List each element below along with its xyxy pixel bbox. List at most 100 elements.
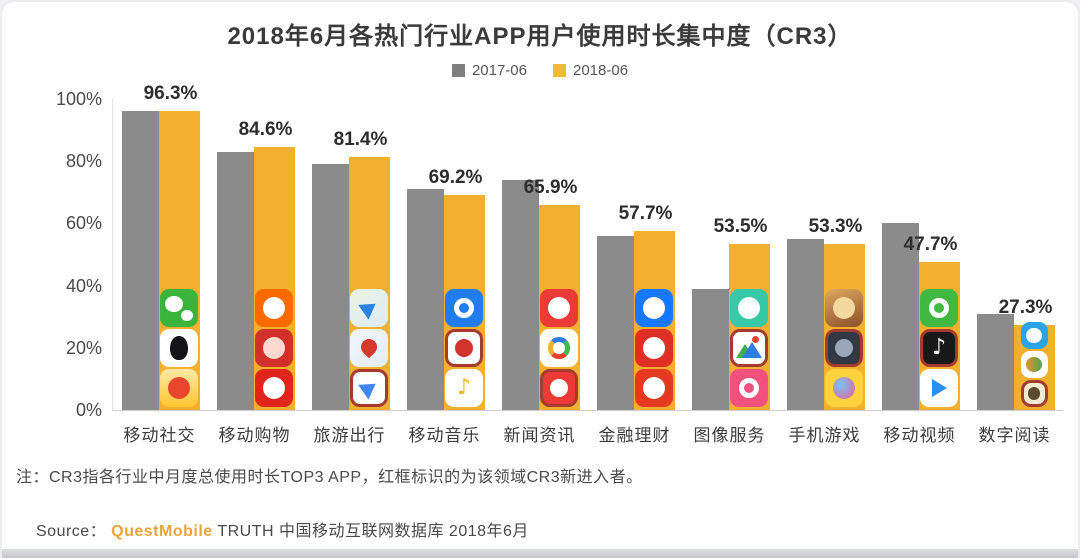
y-tick-label: 20%: [65, 337, 102, 358]
bar-group: 81.4%: [303, 99, 398, 410]
value-label: 81.4%: [333, 128, 388, 150]
pinduoduo-icon: [255, 329, 293, 367]
bar-pair: [216, 146, 295, 410]
value-label: 84.6%: [238, 118, 293, 140]
bar-2017: [406, 189, 444, 410]
value-label: 69.2%: [428, 166, 483, 188]
toutiao-icon: [540, 289, 578, 327]
taobao-icon: [255, 289, 293, 327]
bar-2017: [691, 288, 729, 410]
tencent-news-icon: [540, 329, 578, 367]
bar-2017: [881, 223, 919, 410]
bar-2017: [501, 179, 539, 410]
legend-swatch-2018-icon: [553, 64, 566, 77]
weibo-icon: [160, 369, 198, 407]
pubg-mobile-icon: [825, 329, 863, 367]
value-label: 96.3%: [143, 82, 198, 104]
source-suffix: TRUTH 中国移动互联网数据库 2018年6月: [217, 523, 529, 540]
x-axis-label: 旅游出行: [313, 426, 386, 445]
value-label: 47.7%: [903, 233, 958, 255]
alipay-icon: [635, 289, 673, 327]
bar-group: ♪ 47.7%: [873, 99, 968, 410]
photo-gallery-icon: [730, 329, 768, 367]
novel-app-icon: [1020, 380, 1048, 407]
bar-2017: [596, 235, 634, 410]
match3-game-icon: [825, 369, 863, 407]
bar-2018: [728, 243, 770, 410]
y-axis: 100% 80% 60% 40% 20% 0%: [30, 89, 102, 420]
x-axis-label: 移动音乐: [408, 426, 481, 445]
qq-icon: [160, 329, 198, 367]
bar-group: 27.3%: [968, 99, 1063, 410]
y-tick-label: 100%: [55, 89, 102, 109]
y-tick-label: 40%: [65, 275, 102, 296]
legend-item-2017: 2017-06: [451, 62, 527, 79]
legend-item-2018: 2018-06: [553, 62, 628, 79]
bar-2018: ♪: [443, 194, 485, 410]
kings-glory-icon: [825, 289, 863, 327]
value-label: 27.3%: [998, 297, 1053, 319]
bottom-strip: [2, 549, 1078, 558]
douyin-icon: ♪: [920, 329, 958, 367]
finance-app-3-icon: [635, 369, 673, 407]
legend-label-2017: 2017-06: [471, 62, 527, 79]
jd-icon: [255, 369, 293, 407]
value-label: 53.5%: [713, 215, 768, 237]
ireader-icon: [1020, 351, 1048, 378]
bar-pair: [501, 179, 580, 410]
qq-music-icon: ♪: [445, 369, 483, 407]
bar-2018: [633, 230, 675, 410]
bar-pair: ♪: [406, 189, 485, 410]
iqiyi-icon: [920, 289, 958, 327]
x-axis-label: 数字阅读: [978, 426, 1051, 445]
x-axis-label: 手机游戏: [788, 426, 861, 445]
meitu-icon: [730, 369, 768, 407]
legend: 2017-06 2018-06: [2, 62, 1078, 79]
y-tick-label: 0%: [75, 400, 102, 420]
bar-group: 53.3%: [778, 99, 873, 410]
bar-group: ♪ 69.2%: [398, 99, 493, 410]
bar-group: 84.6%: [208, 99, 303, 410]
source-brand: QuestMobile: [111, 523, 213, 540]
bar-group: 57.7%: [588, 99, 683, 410]
bar-2017: [976, 313, 1014, 410]
legend-swatch-2017-icon: [451, 64, 465, 77]
value-label: 65.9%: [523, 177, 578, 199]
wechat-icon: [160, 289, 198, 327]
bar-2018: [1013, 322, 1055, 410]
nav-map-icon: [350, 369, 388, 407]
bar-group: 65.9%: [493, 99, 588, 410]
finance-app-2-icon: [635, 329, 673, 367]
x-axis-label: 新闻资讯: [503, 426, 576, 445]
bar-group: 53.5%: [683, 99, 778, 410]
kugou-music-icon: [445, 289, 483, 327]
bar-2018: [538, 205, 580, 410]
baidu-map-icon: [350, 329, 388, 367]
source-prefix: Source：: [36, 523, 107, 540]
value-label: 53.3%: [808, 216, 863, 238]
tencent-video-icon: [920, 369, 958, 407]
bar-pair: [311, 156, 390, 410]
amap-icon: [350, 289, 388, 327]
bar-pair: [976, 313, 1055, 410]
bar-2018: ♪: [918, 261, 960, 410]
y-tick-label: 60%: [65, 213, 102, 234]
x-axis-label: 移动购物: [218, 426, 291, 445]
bar-pair: [786, 238, 865, 410]
bar-2018: [823, 244, 865, 410]
toutiao-lite-icon: [540, 369, 578, 407]
bar-pair: [691, 243, 770, 410]
note-text: 注：CR3指各行业中月度总使用时长TOP3 APP，红框标识的为该领域CR3新进…: [16, 469, 643, 486]
x-axis-labels: 移动社交 移动购物 旅游出行 移动音乐 新闻资讯 金融理财 图像服务 手机游戏 移动视频 数字阅读: [112, 421, 1062, 446]
legend-label-2018: 2018-06: [573, 62, 629, 79]
x-axis-label: 金融理财: [598, 426, 671, 445]
x-axis-label: 移动社交: [123, 426, 196, 445]
x-axis-label: 移动视频: [883, 426, 956, 445]
kuwo-music-icon: [445, 329, 483, 367]
qq-reading-icon: [1020, 322, 1048, 349]
bar-2017: [216, 151, 254, 410]
y-tick-label: 80%: [65, 151, 102, 172]
bar-pair: [121, 110, 200, 410]
bar-pair: [596, 230, 675, 410]
